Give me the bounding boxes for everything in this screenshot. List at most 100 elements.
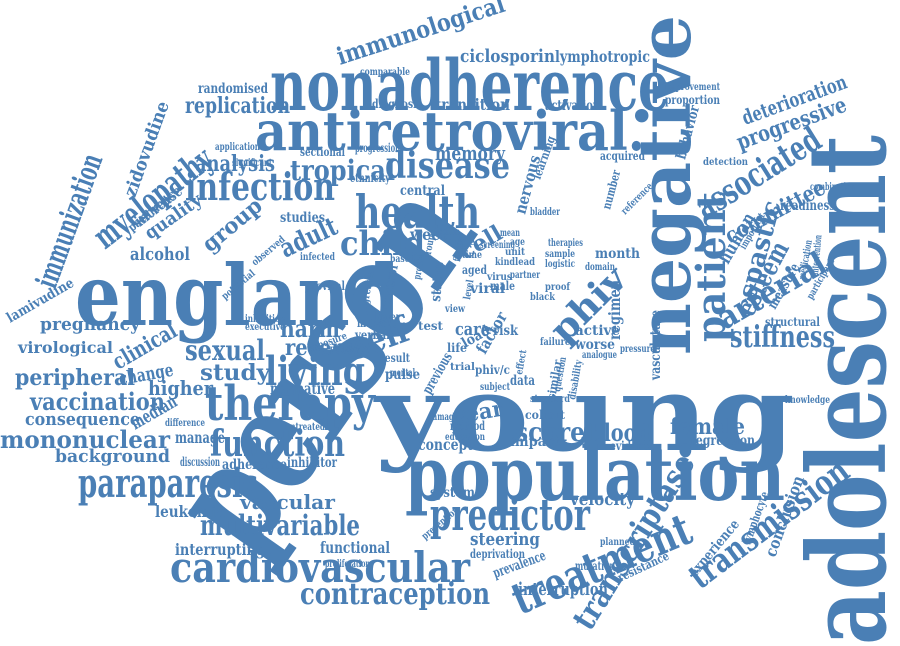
word-function: function [210,423,345,465]
word-functional: functional [320,538,390,557]
word-patient: patient [688,192,735,342]
word-analogue: analogue [582,350,617,361]
word-viral: viral [469,281,505,297]
word-improvement: improvement [665,82,720,93]
word-education: education [445,432,486,443]
word-memory: memory [435,141,506,165]
word-age: age [510,237,525,248]
word-verbal: verbal [354,328,390,342]
word-untreated: untreated [285,422,325,433]
word-control: control [378,264,402,311]
word-infection: infection [185,164,335,209]
word-screening: screening [480,240,515,251]
word-damage: damage [428,412,458,423]
word-acquired: acquired [600,149,645,163]
word-similar: similar [544,358,565,400]
word-tropical: tropical [290,154,395,187]
word-knowledge: knowledge [785,395,830,406]
word-normative: normative [270,379,335,398]
word-marker: marker [357,316,392,330]
word-aged: aged [462,263,487,277]
word-group: group [422,234,437,261]
word-ethnicity: ethnicity [350,171,391,185]
word-system: system [430,485,475,501]
word-intervention: intervention [810,234,824,275]
word-executive: executive [245,322,285,333]
word-study: study [200,360,271,386]
word-based: based [390,254,415,265]
word-result: result [380,351,410,365]
word-number: number [599,168,623,211]
word-nicotine: nicotine [430,227,460,238]
word-paraparesis: paraparesis [78,460,258,507]
word-female: female [670,414,745,440]
word-negative: negative [622,15,707,355]
word-mental: mental [390,368,415,379]
word-profile: profile [412,254,427,281]
word-significant: significant [232,158,272,169]
word-therapies: therapies [548,238,583,249]
word-finding: finding [452,236,467,263]
word-male: male [490,279,515,293]
word-interruption: interruption [518,579,608,600]
word-lower: lower [375,312,401,323]
word-stiffness: stiffness [730,320,835,355]
word-domain: domain [585,262,616,273]
word-phiv-c: phiv/c [475,363,510,377]
word-unit: unit [505,247,525,258]
word-studies: studies [280,210,325,226]
word-standard: standard [530,394,570,405]
word-adolescent: adolescent [785,135,900,645]
word-logistic: logistic [545,259,575,270]
word-impact: impact [510,434,560,450]
word-status: status [428,261,447,302]
word-alcohol: alcohol [130,244,190,265]
word-predictor: predictor [430,490,591,541]
word-harm: harm [280,314,340,343]
word-disease: disease [385,145,510,187]
word-progression: progression [355,141,400,155]
word-risk: risk [493,323,518,339]
word-test: test [418,319,443,333]
word-health: health [355,185,480,239]
word-adherence: adherence [222,457,287,473]
word-kind: kind [495,257,515,268]
word-discussion: discussion [180,455,220,469]
word-ciclosporin: ciclosporin [460,46,555,67]
word-vaccination: vaccination [29,387,165,416]
word-mutation: mutation [575,559,615,573]
word-effect: effect [514,349,529,376]
word-analysis: analysis [195,151,275,177]
word-worse: worse [574,337,615,353]
word-sexual: sexual [185,334,265,367]
word-leukemia: leukemia [155,502,225,521]
word-central: central [400,183,445,199]
word-reverse: reverse [285,335,365,361]
word-living: living [265,348,365,395]
word-failure: failure [540,337,570,348]
word-virological: virological [17,338,113,357]
word-pregnancy: pregnancy [40,314,141,335]
word-primary: primary [330,344,361,355]
word-manage: manage [175,428,225,447]
word-vascular: vascular [239,490,335,514]
word-activation: activation [545,98,600,114]
word-therapy: therapy [205,376,377,432]
word-consequence: consequence [25,409,140,430]
word-sectional: sectional [300,145,345,159]
word-inhibition: inhibition [245,314,286,325]
word-structural: structural [765,315,820,329]
word-higher: higher [148,376,213,400]
word-child: child [340,224,425,264]
word-detection: detection [703,157,749,168]
word-readiness: readiness [780,198,835,214]
word-black: black [530,292,556,303]
word-population: population [405,432,785,518]
word-pressure: pressure [620,344,655,355]
word-background: background [55,446,170,467]
word-antiretroviral: antiretroviral. [255,99,645,163]
word-subject: subject [480,382,510,393]
word-score: score [515,418,585,448]
word-deprivation: deprivation [470,547,525,561]
